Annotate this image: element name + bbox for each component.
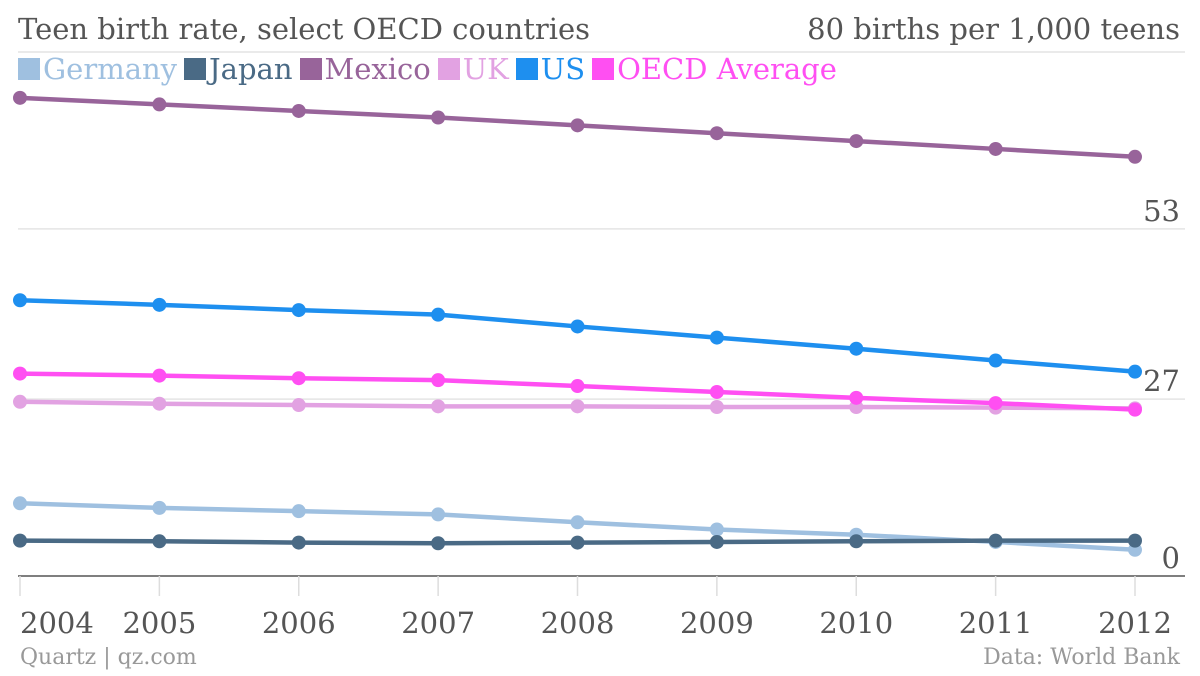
y-axis-unit-label: 80 births per 1,000 teens bbox=[807, 12, 1180, 46]
data-point-uk-2004 bbox=[13, 394, 27, 409]
data-point-japan-2009 bbox=[709, 534, 724, 549]
data-point-oecd-average-2004 bbox=[13, 366, 27, 381]
data-point-us-2004 bbox=[13, 293, 27, 308]
legend-item-us: US bbox=[515, 52, 586, 86]
data-point-germany-2008 bbox=[570, 515, 585, 530]
data-point-mexico-2008 bbox=[570, 118, 585, 133]
data-point-mexico-2010 bbox=[849, 134, 864, 149]
data-point-japan-2012 bbox=[1128, 533, 1142, 548]
data-point-germany-2007 bbox=[431, 507, 446, 522]
x-tick-label-2011: 2011 bbox=[959, 606, 1033, 640]
data-point-germany-2009 bbox=[709, 522, 724, 537]
data-point-us-2008 bbox=[570, 319, 585, 334]
x-tick-label-2006: 2006 bbox=[262, 606, 336, 640]
data-point-germany-2004 bbox=[13, 496, 27, 511]
x-tick-label-2010: 2010 bbox=[819, 606, 893, 640]
data-point-mexico-2012 bbox=[1128, 149, 1142, 164]
legend-label-mexico: Mexico bbox=[324, 52, 431, 86]
data-point-germany-2006 bbox=[291, 504, 306, 519]
legend-item-mexico: Mexico bbox=[299, 52, 431, 86]
data-point-us-2007 bbox=[431, 307, 446, 322]
data-point-us-2011 bbox=[988, 353, 1003, 368]
data-point-uk-2008 bbox=[570, 399, 585, 414]
x-tick-label-2012: 2012 bbox=[1098, 606, 1172, 640]
data-point-oecd-average-2006 bbox=[291, 371, 306, 386]
data-point-uk-2006 bbox=[291, 398, 306, 413]
data-point-us-2005 bbox=[152, 297, 167, 312]
data-credit: Data: World Bank bbox=[983, 645, 1180, 670]
legend-label-oecd-average: OECD Average bbox=[617, 52, 837, 86]
data-point-mexico-2004 bbox=[13, 90, 27, 105]
data-point-japan-2006 bbox=[291, 535, 306, 550]
data-point-mexico-2009 bbox=[709, 126, 724, 141]
data-point-japan-2008 bbox=[570, 535, 585, 550]
x-tick-label-2008: 2008 bbox=[541, 606, 615, 640]
data-point-mexico-2011 bbox=[988, 141, 1003, 156]
chart-legend: Germany Japan Mexico UK US OECD Average bbox=[18, 52, 844, 86]
data-point-mexico-2007 bbox=[431, 110, 446, 125]
data-point-japan-2007 bbox=[431, 536, 446, 551]
data-point-mexico-2006 bbox=[291, 103, 306, 118]
y-tick-label-0: 0 bbox=[1162, 541, 1180, 575]
legend-swatch-us bbox=[515, 58, 538, 80]
data-point-uk-2009 bbox=[709, 400, 724, 415]
x-tick-label-2005: 2005 bbox=[122, 606, 196, 640]
data-point-japan-2010 bbox=[849, 534, 864, 549]
data-point-oecd-average-2011 bbox=[988, 396, 1003, 411]
y-tick-label-53: 53 bbox=[1143, 194, 1180, 228]
data-point-us-2012 bbox=[1128, 364, 1142, 379]
data-point-uk-2007 bbox=[431, 399, 446, 414]
data-point-mexico-2005 bbox=[152, 97, 167, 112]
data-point-oecd-average-2009 bbox=[709, 384, 724, 399]
data-point-oecd-average-2008 bbox=[570, 379, 585, 394]
data-point-oecd-average-2007 bbox=[431, 373, 446, 388]
data-point-oecd-average-2005 bbox=[152, 368, 167, 383]
y-tick-label-27: 27 bbox=[1143, 364, 1180, 398]
data-point-us-2010 bbox=[849, 341, 864, 356]
legend-swatch-uk bbox=[437, 58, 460, 80]
legend-swatch-japan bbox=[184, 58, 207, 80]
x-tick-label-2007: 2007 bbox=[401, 606, 475, 640]
data-point-oecd-average-2012 bbox=[1128, 402, 1142, 417]
data-point-germany-2005 bbox=[152, 500, 167, 515]
data-point-japan-2005 bbox=[152, 534, 167, 549]
x-tick-label-2004: 2004 bbox=[20, 606, 94, 640]
x-tick-label-2009: 2009 bbox=[680, 606, 754, 640]
legend-label-us: US bbox=[540, 52, 586, 86]
legend-label-japan: Japan bbox=[209, 52, 293, 86]
data-point-japan-2004 bbox=[13, 533, 27, 548]
legend-item-oecd-average: OECD Average bbox=[592, 52, 837, 86]
data-point-japan-2011 bbox=[988, 533, 1003, 548]
legend-swatch-oecd-average bbox=[592, 58, 615, 80]
legend-label-uk: UK bbox=[462, 52, 509, 86]
data-point-us-2006 bbox=[291, 303, 306, 318]
chart-title: Teen birth rate, select OECD countries bbox=[18, 12, 591, 46]
series-line-us bbox=[17, 297, 1138, 374]
legend-swatch-mexico bbox=[299, 58, 322, 80]
legend-item-japan: Japan bbox=[184, 52, 293, 86]
legend-item-uk: UK bbox=[437, 52, 509, 86]
data-point-us-2009 bbox=[709, 330, 724, 345]
source-credit: Quartz | qz.com bbox=[20, 645, 197, 670]
data-point-oecd-average-2010 bbox=[849, 390, 864, 405]
legend-swatch-germany bbox=[18, 58, 40, 80]
legend-item-germany: Germany bbox=[18, 52, 177, 86]
legend-label-germany: Germany bbox=[43, 52, 178, 86]
data-point-uk-2005 bbox=[152, 396, 167, 411]
